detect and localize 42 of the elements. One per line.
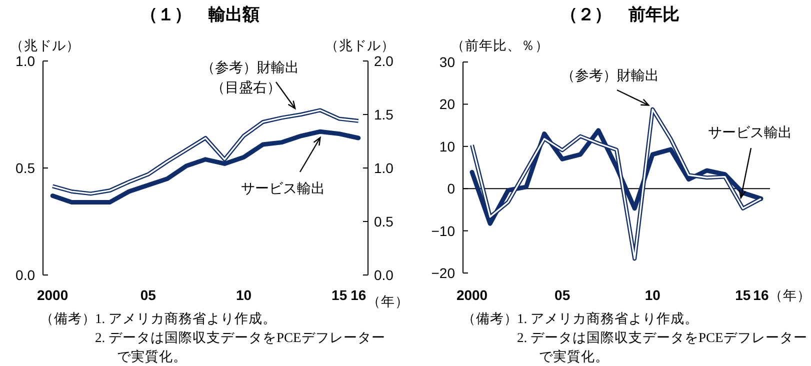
y2-tick-label: 0.5	[374, 214, 394, 230]
x-tick-label: 2000	[456, 287, 488, 303]
text: 1. アメリカ商務省より作成。	[517, 310, 700, 328]
x-tick-label: 05	[554, 287, 570, 303]
y-tick-label: 0	[447, 180, 456, 197]
y-tick-label: 0.5	[16, 160, 36, 176]
text: （参考）財輸出	[201, 59, 299, 75]
chart-title: （１） 輸出額	[140, 5, 260, 24]
y-axis-title: （兆ドル）	[10, 38, 80, 53]
x-tick-label: 16	[350, 287, 366, 303]
x-tick-label: 15	[332, 287, 348, 303]
x-tick-label: 10	[236, 287, 252, 303]
y2-axis-title: （兆ドル）	[325, 38, 395, 53]
y-tick-label: −20	[431, 265, 456, 281]
y-tick-label: 10	[439, 138, 456, 154]
x-tick-label: 15	[735, 287, 751, 303]
x-tick-label: 16	[753, 287, 769, 303]
y2-tick-label: 0.0	[374, 267, 394, 283]
text: （備考）	[40, 310, 96, 328]
x-tick-label: 2000	[36, 287, 68, 303]
series-label: サービス輸出	[241, 180, 325, 196]
y-tick-label: 30	[439, 54, 456, 70]
x-tick-label: 05	[140, 287, 156, 303]
y-tick-label: −10	[431, 222, 456, 239]
y-tick-label: 0.0	[16, 267, 36, 283]
y2-tick-label: 1.0	[374, 160, 394, 176]
annotation: （目盛右）	[211, 79, 281, 95]
text: （備考）	[462, 310, 518, 328]
text: 2. データは国際収支データをPCEデフレーターで実質化。	[95, 329, 386, 366]
y-axis-title: （前年比、％）	[451, 38, 549, 53]
y-tick-label: 1.0	[16, 53, 36, 69]
y-tick-label: 20	[439, 96, 456, 112]
text: サービス輸出	[708, 124, 792, 140]
y2-tick-label: 1.5	[374, 106, 394, 122]
series-label: （参考）財輸出	[561, 67, 659, 83]
text: 1. アメリカ商務省より作成。	[95, 310, 278, 328]
x-axis-title: （年）	[367, 294, 409, 309]
chart-title: （２） 前年比	[560, 5, 680, 24]
text: 2. データは国際収支データをPCEデフレーターで実質化。	[517, 329, 808, 366]
x-tick-label: 10	[644, 287, 661, 303]
x-axis-title: （年）	[769, 288, 811, 303]
y2-tick-label: 2.0	[374, 53, 394, 69]
